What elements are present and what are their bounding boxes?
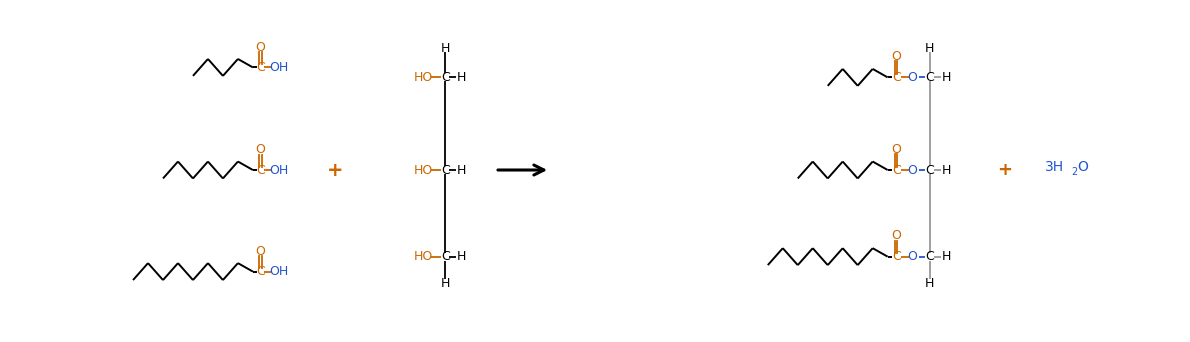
Text: C: C bbox=[440, 71, 450, 84]
Text: H: H bbox=[941, 250, 951, 263]
Text: OH: OH bbox=[269, 61, 288, 74]
Text: O: O bbox=[256, 143, 265, 156]
Text: O: O bbox=[891, 143, 901, 156]
Text: C: C bbox=[891, 250, 901, 263]
Text: O: O bbox=[891, 229, 901, 242]
Text: H: H bbox=[440, 42, 450, 55]
Text: H: H bbox=[925, 42, 934, 55]
Text: H: H bbox=[941, 71, 951, 84]
Text: C: C bbox=[926, 71, 934, 84]
Text: C: C bbox=[256, 61, 264, 74]
Text: +: + bbox=[327, 160, 344, 180]
Text: C: C bbox=[256, 163, 264, 176]
Text: O: O bbox=[891, 50, 901, 63]
Text: O: O bbox=[256, 245, 265, 258]
Text: C: C bbox=[440, 250, 450, 263]
Text: 3H: 3H bbox=[1045, 160, 1064, 174]
Text: C: C bbox=[926, 250, 934, 263]
Text: C: C bbox=[256, 265, 264, 278]
Text: O: O bbox=[256, 40, 265, 53]
Text: C: C bbox=[440, 163, 450, 176]
Text: C: C bbox=[891, 71, 901, 84]
Text: H: H bbox=[457, 163, 466, 176]
Text: C: C bbox=[926, 163, 934, 176]
Text: OH: OH bbox=[269, 163, 288, 176]
Text: C: C bbox=[891, 163, 901, 176]
Text: H: H bbox=[440, 277, 450, 290]
Text: HO: HO bbox=[414, 250, 433, 263]
Text: H: H bbox=[925, 277, 934, 290]
Text: O: O bbox=[908, 71, 917, 84]
Text: O: O bbox=[908, 163, 917, 176]
Text: HO: HO bbox=[414, 163, 433, 176]
Text: 2: 2 bbox=[1071, 167, 1078, 177]
Text: H: H bbox=[941, 163, 951, 176]
Text: H: H bbox=[457, 71, 466, 84]
Text: O: O bbox=[908, 250, 917, 263]
Text: O: O bbox=[1077, 160, 1089, 174]
Text: HO: HO bbox=[414, 71, 433, 84]
Text: +: + bbox=[997, 161, 1011, 179]
Text: OH: OH bbox=[269, 265, 288, 278]
Text: H: H bbox=[457, 250, 466, 263]
